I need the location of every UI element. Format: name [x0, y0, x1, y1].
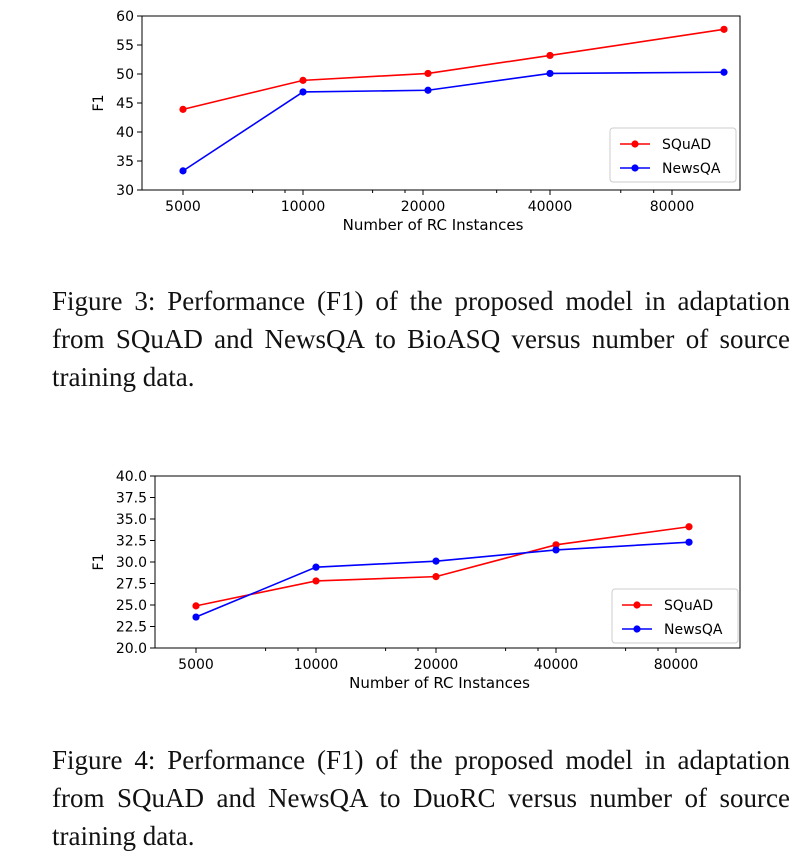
legend-label: SQuAD: [664, 598, 713, 614]
y-tick-label: 30.0: [116, 555, 147, 571]
data-point-newsqa: [546, 69, 554, 78]
data-point-squad: [299, 76, 307, 84]
data-point-squad: [552, 541, 560, 549]
x-axis-label: Number of RC Instances: [349, 674, 530, 692]
data-point-newsqa: [432, 557, 440, 565]
y-tick-label: 35.0: [116, 512, 147, 528]
legend-label: SQuAD: [662, 137, 711, 153]
figure-3-caption: Figure 3: Performance (F1) of the propos…: [52, 286, 790, 392]
x-tick-label: 5000: [178, 657, 214, 673]
data-point-squad: [546, 51, 554, 60]
y-tick-label: 20.0: [116, 641, 147, 657]
y-axis-label: F1: [91, 554, 107, 571]
y-tick-label: 40: [116, 125, 134, 141]
y-tick-label: 60: [116, 9, 134, 25]
figure-4-chart: 20.0 22.5 25.0 27.5 30.0 32.5 35.0 37.5 40.0 5000…: [91, 469, 741, 692]
x-tick-label: 5000: [165, 199, 201, 215]
data-point-squad: [720, 25, 728, 33]
data-point-newsqa: [179, 167, 187, 175]
y-tick-label: 45: [116, 96, 134, 112]
x-tick-label: 20000: [401, 199, 446, 215]
y-tick-label: 25.0: [116, 598, 147, 614]
y-tick-label: 32.5: [116, 534, 147, 550]
legend-label: NewsQA: [662, 161, 721, 177]
data-point-squad: [312, 577, 320, 585]
legend-marker: [631, 164, 639, 172]
data-point-squad: [179, 105, 187, 113]
data-point-newsqa: [720, 68, 728, 76]
series-line-squad: [182, 28, 725, 111]
figure-4: 20.0 22.5 25.0 27.5 30.0 32.5 35.0 37.5 40.0 5000…: [0, 420, 811, 857]
data-point-newsqa: [685, 538, 693, 546]
data-point-squad: [192, 602, 200, 610]
x-tick-label: 10000: [281, 199, 326, 215]
legend-marker: [631, 140, 639, 148]
legend-label: NewsQA: [664, 622, 723, 638]
data-point-newsqa: [552, 546, 560, 554]
y-tick-label: 55: [116, 38, 134, 54]
y-tick-label: 37.5: [116, 491, 147, 507]
legend-marker: [633, 625, 641, 633]
legend-marker: [633, 601, 641, 609]
y-axis-label: F1: [91, 95, 107, 112]
x-tick-label: 40000: [528, 199, 573, 215]
data-point-newsqa: [299, 88, 307, 96]
data-point-newsqa: [312, 563, 320, 571]
x-tick-label: 10000: [294, 657, 339, 673]
x-tick-label: 20000: [414, 657, 459, 673]
data-point-squad: [424, 69, 432, 78]
y-tick-label: 22.5: [116, 620, 147, 636]
x-tick-label: 80000: [654, 657, 699, 673]
x-axis-label: Number of RC Instances: [343, 216, 524, 234]
data-point-squad: [432, 573, 440, 581]
y-tick-label: 40.0: [116, 469, 147, 485]
x-tick-label: 80000: [650, 199, 695, 215]
figure-4-caption: Figure 4: Performance (F1) of the propos…: [52, 745, 790, 851]
y-tick-label: 50: [116, 67, 134, 83]
y-tick-label: 27.5: [116, 577, 147, 593]
figure-3-chart: 30 35 40 45 50 55 60 5000 10000 20000 40000 80000 Nu…: [91, 9, 741, 234]
data-point-squad: [685, 523, 693, 531]
x-tick-label: 40000: [534, 657, 579, 673]
y-tick-label: 30: [116, 183, 134, 199]
data-point-newsqa: [424, 86, 432, 94]
data-point-newsqa: [192, 613, 200, 621]
figure-3: 30 35 40 45 50 55 60 5000 10000 20000 40000 80000 Nu…: [0, 0, 811, 420]
y-tick-label: 35: [116, 154, 134, 170]
